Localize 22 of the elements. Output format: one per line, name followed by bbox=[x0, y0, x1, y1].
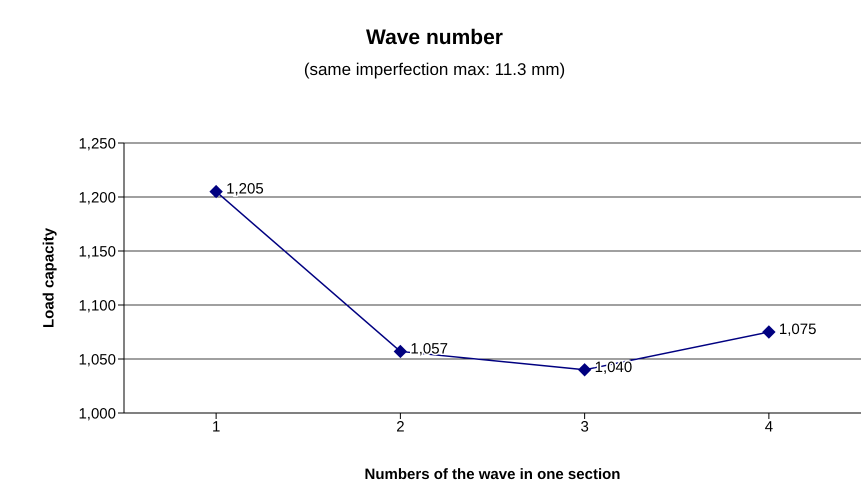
x-tick-label: 4 bbox=[764, 418, 774, 436]
chart-title: Wave number bbox=[365, 26, 504, 50]
data-label: 1,040 bbox=[594, 358, 632, 376]
x-tick-label: 3 bbox=[580, 418, 589, 436]
chart-subtitle: (same imperfection max: 11.3 mm) bbox=[302, 60, 566, 80]
x-tick-label: 2 bbox=[396, 418, 405, 436]
data-label: 1,205 bbox=[226, 180, 264, 198]
point bbox=[762, 326, 776, 338]
point bbox=[394, 344, 407, 358]
y-tick-label: 1,000 bbox=[78, 405, 116, 422]
y-axis-title: Load capacity bbox=[40, 227, 58, 328]
y-tick-label: 1,050 bbox=[78, 351, 116, 368]
y-tick-label: 1,250 bbox=[78, 135, 116, 152]
data-label: 1,057 bbox=[410, 340, 448, 358]
y-tick-label: 1,100 bbox=[78, 297, 116, 314]
x-axis-title: Numbers of the wave in one section bbox=[364, 466, 620, 483]
y-tick-label: 1,200 bbox=[78, 189, 116, 206]
point bbox=[210, 185, 223, 198]
data-label: 1,075 bbox=[778, 320, 816, 338]
x-tick-label: 1 bbox=[212, 418, 220, 436]
y-tick-label: 1,150 bbox=[78, 243, 116, 260]
point bbox=[578, 363, 592, 376]
